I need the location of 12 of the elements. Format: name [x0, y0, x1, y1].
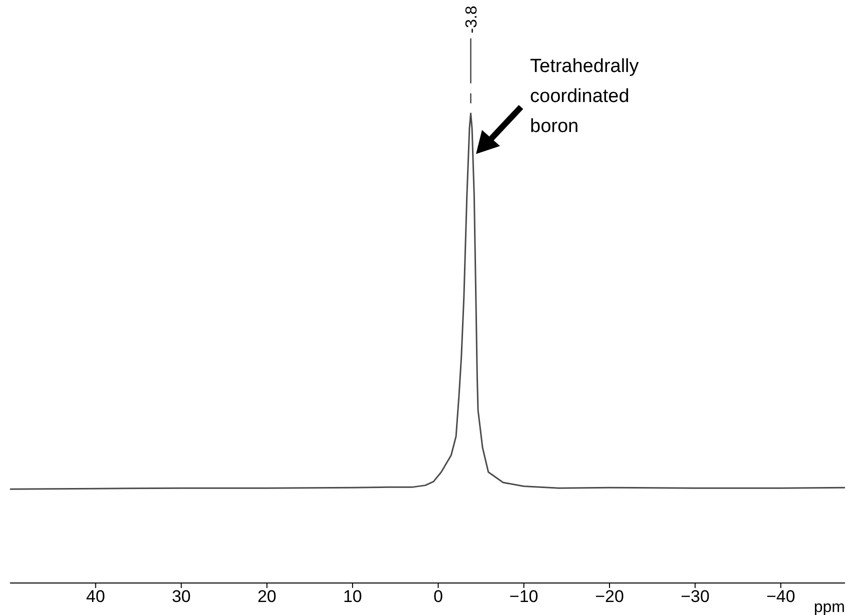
x-tick-label: −20: [595, 587, 624, 606]
x-tick-label: 40: [86, 587, 106, 606]
x-tick-label: 10: [343, 587, 362, 606]
x-tick-label: 0: [433, 587, 443, 606]
x-axis-title: ppm: [814, 599, 845, 615]
x-tick-label: −30: [680, 587, 710, 606]
x-tick-label: −40: [766, 587, 796, 606]
annotation: Tetrahedrally coordinated boron: [530, 55, 639, 139]
x-tick-label: 30: [172, 587, 191, 606]
text: -3.8: [464, 6, 481, 34]
x-tick-label: 20: [257, 587, 276, 606]
x-tick-label: −10: [509, 587, 538, 606]
